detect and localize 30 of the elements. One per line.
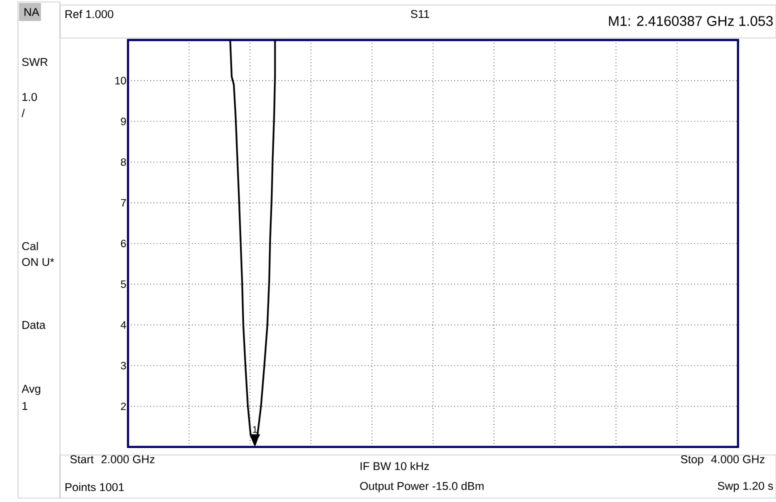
x-tick-label: 2.000 GHz [101, 455, 155, 464]
text: Avg [22, 384, 40, 396]
y-tick-label: 3 [120, 362, 126, 370]
y-tick-label: 2 [121, 402, 126, 410]
text: Cal [22, 242, 38, 250]
text: Output Power -15.0 dBm [360, 482, 484, 492]
y-tick-label: 5 [120, 280, 126, 288]
text: Points 1001 [66, 482, 124, 492]
x-tick-label: 4.000 GHz [711, 455, 765, 464]
text: SWR [22, 58, 48, 66]
y-tick-label: 8 [120, 158, 126, 166]
text: Swp 1.20 s [718, 482, 773, 492]
y-tick-label: 9 [120, 118, 126, 126]
text: 1 [22, 402, 28, 410]
y-tick-label: 7 [121, 199, 126, 206]
text: 1.0 [22, 92, 37, 101]
text: Stop [680, 455, 704, 466]
text: Start [70, 455, 94, 464]
text: M1: 2.4160387 GHz 1.053 [609, 16, 773, 26]
text: IF BW 10 kHz [360, 462, 429, 470]
annotation: 1 [253, 426, 258, 433]
text: ON U* [22, 258, 54, 266]
text: Data [22, 321, 46, 329]
text: Ref 1.000 [66, 10, 114, 18]
y-tick-label: 4 [120, 321, 126, 329]
chart-title: S11 [410, 10, 430, 18]
text: NA [24, 8, 40, 16]
y-tick-label: 10 [115, 76, 126, 84]
text: / [22, 108, 25, 118]
y-tick-label: 6 [121, 240, 126, 248]
